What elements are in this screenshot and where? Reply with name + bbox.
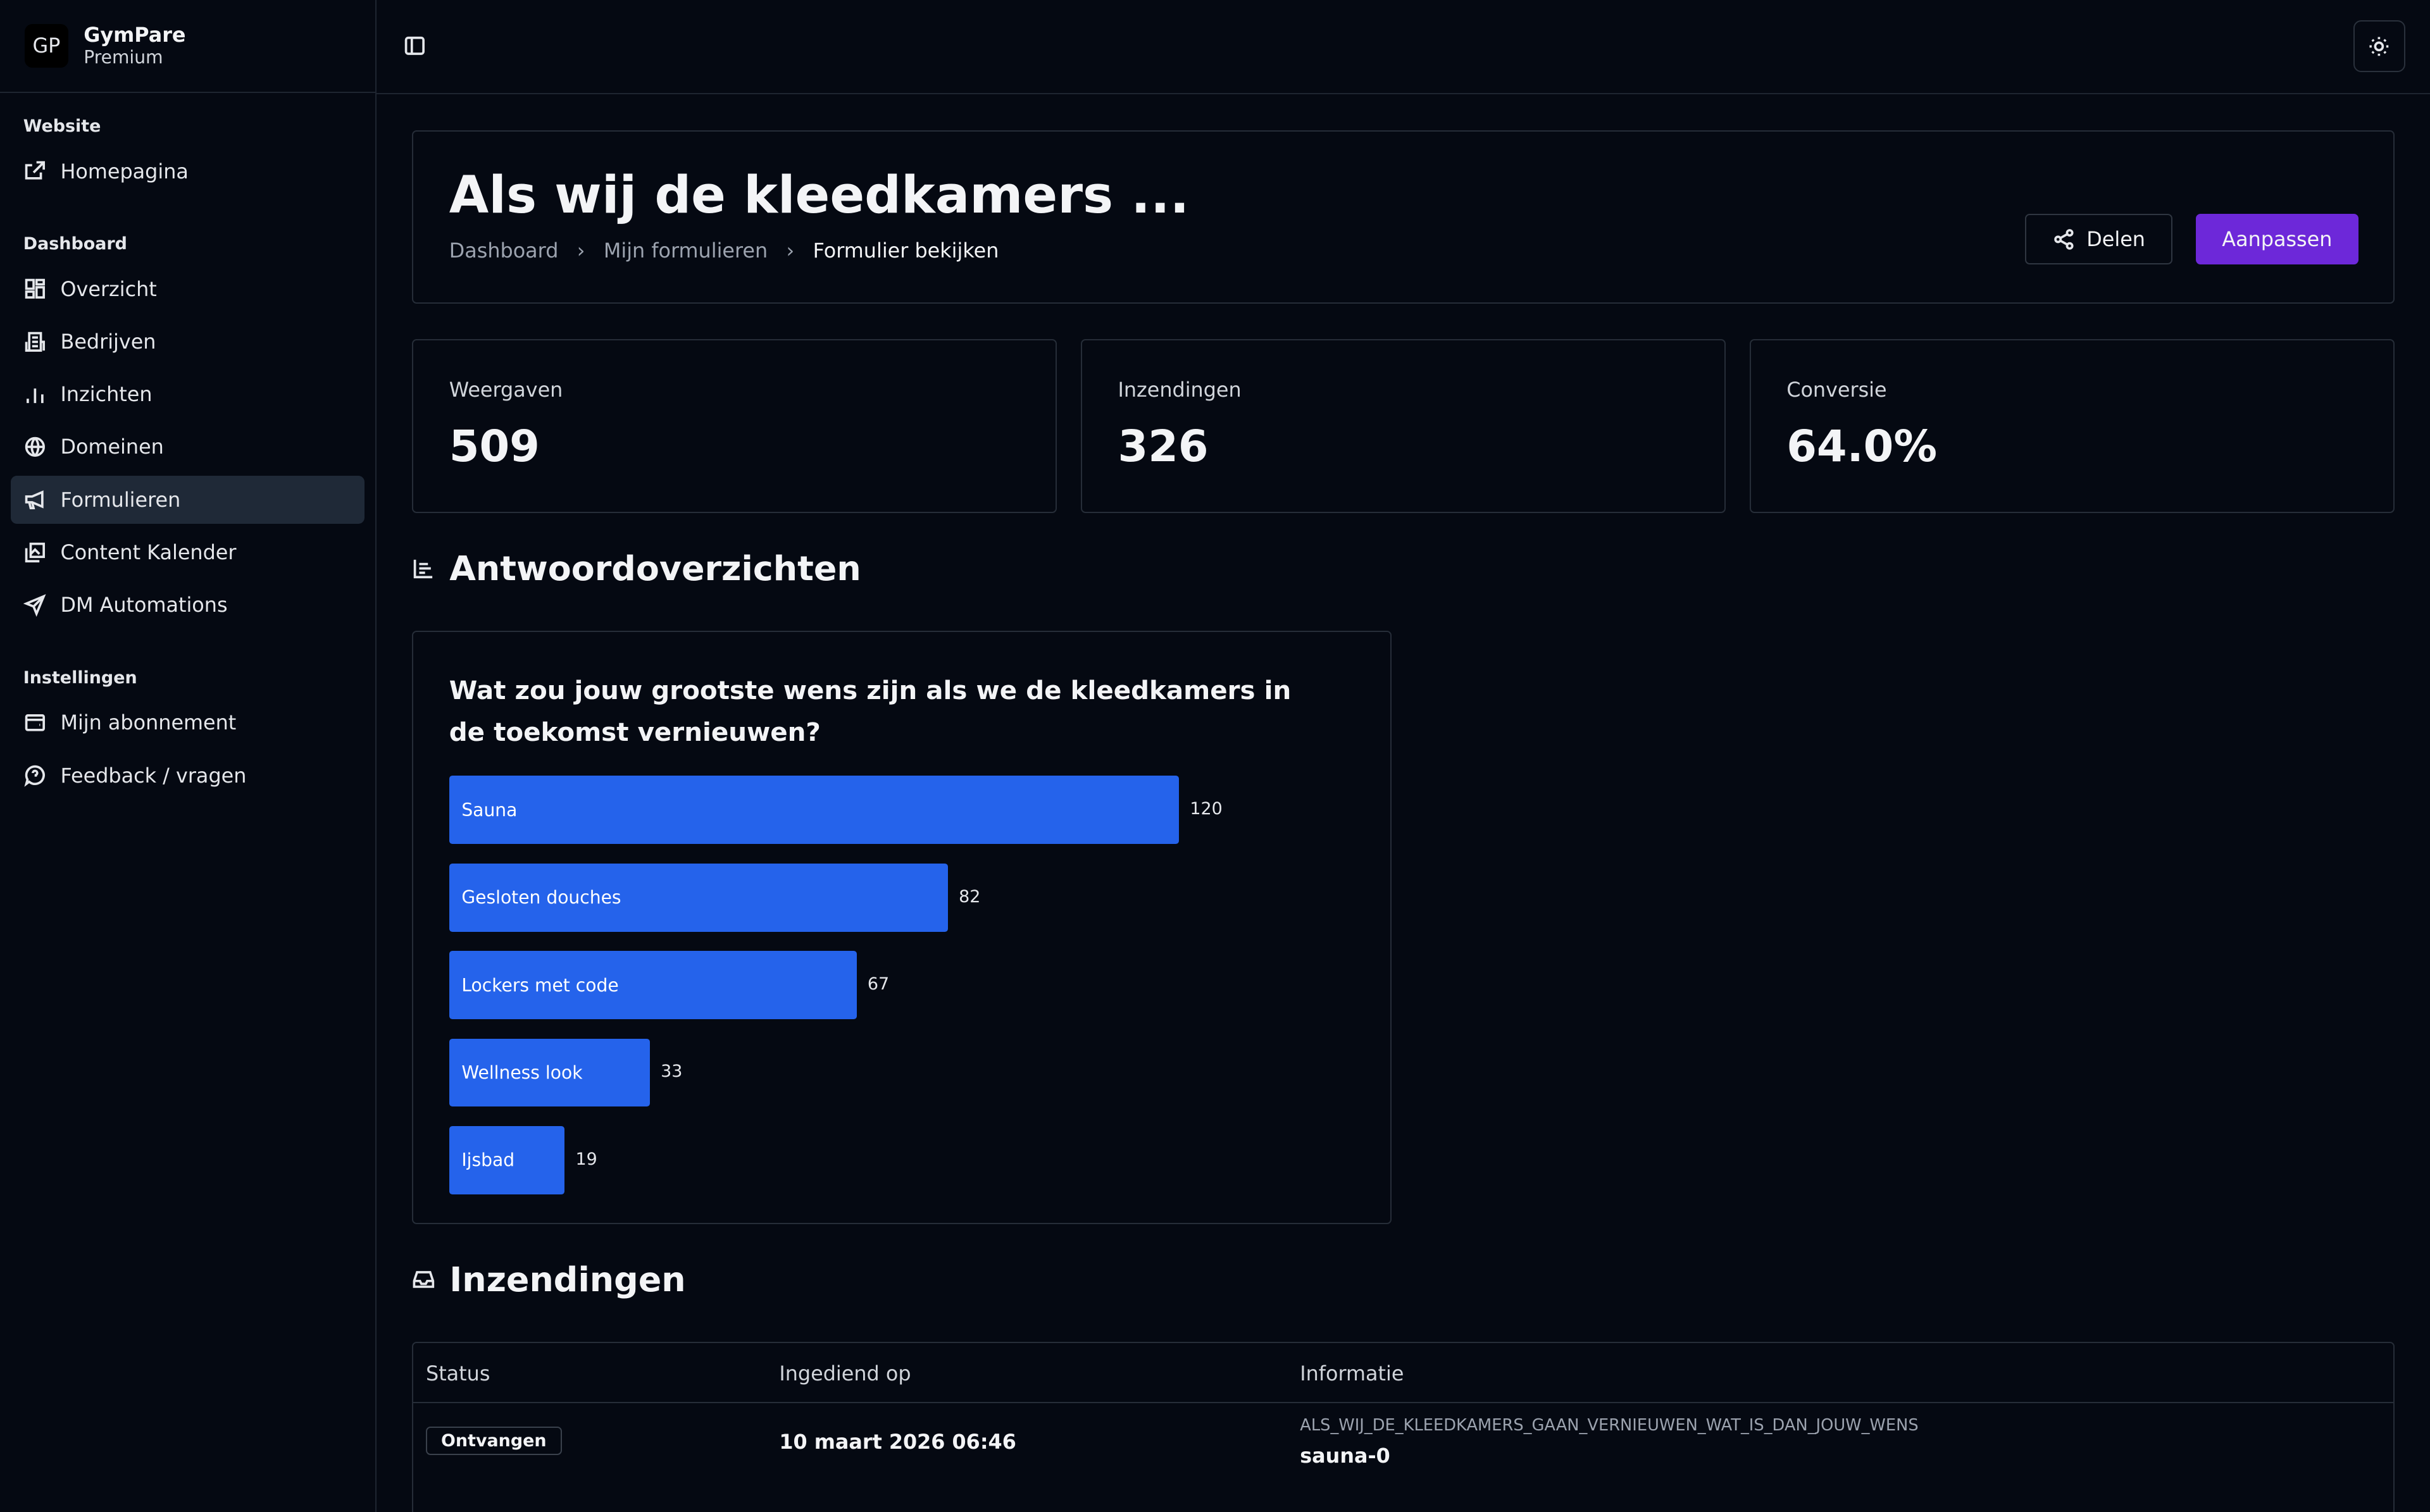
bar-value: 82 — [959, 886, 981, 907]
stat-card-weergaven: Weergaven 509 — [412, 339, 1057, 513]
gallery-icon — [23, 541, 47, 564]
brand-name: GymPare — [84, 22, 186, 47]
edit-button[interactable]: Aanpassen — [2195, 213, 2358, 265]
sidebar-item-label: Mijn abonnement — [60, 710, 237, 735]
sidebar-item-label: Formulieren — [60, 487, 181, 512]
breadcrumb: Dashboard › Mijn formulieren › Formulier b… — [449, 239, 999, 263]
stat-label: Conversie — [1786, 378, 1887, 402]
bar-label: Sauna — [461, 799, 518, 821]
sidebar-section-title: Dashboard — [23, 234, 127, 254]
sidebar-item-content-kalender[interactable]: Content Kalender — [11, 528, 364, 576]
submissions-table: Status Ingediend op Informatie Ontvangen… — [412, 1341, 2395, 1512]
answers-heading: Antwoordoverzichten — [412, 548, 861, 588]
bar-label: Ijsbad — [461, 1149, 515, 1171]
send-icon — [23, 593, 47, 617]
share-icon — [2052, 228, 2076, 251]
bar-4[interactable]: Ijsbad — [449, 1125, 565, 1194]
bar-label: Gesloten douches — [461, 887, 621, 908]
chevron-right-icon: › — [786, 238, 795, 263]
sidebar-item-dm-automations[interactable]: DM Automations — [11, 581, 364, 629]
theme-toggle-button[interactable] — [2353, 20, 2405, 73]
globe-icon — [23, 435, 47, 459]
sidebar: GP GymPare Premium Website Homepagina Dash… — [0, 0, 377, 1512]
sidebar-section-title: Website — [23, 116, 101, 137]
sidebar-item-feedback-vragen[interactable]: Feedback / vragen — [11, 752, 364, 800]
bar-value: 19 — [575, 1149, 597, 1169]
submitted-date: 10 maart 2026 06:46 — [779, 1429, 1016, 1454]
chevron-right-icon: › — [576, 238, 585, 263]
column-header-status[interactable]: Status — [426, 1361, 490, 1386]
sidebar-item-homepagina[interactable]: Homepagina — [11, 147, 364, 195]
share-button[interactable]: Delen — [2025, 213, 2173, 265]
answers-heading-text: Antwoordoverzichten — [449, 548, 861, 588]
help-icon — [23, 764, 47, 787]
bar-chart-icon — [23, 383, 47, 406]
sidebar-item-label: Domeinen — [60, 435, 164, 459]
sidebar-item-mijn-abonnement[interactable]: Mijn abonnement — [11, 698, 364, 747]
bar-value: 33 — [661, 1062, 683, 1082]
stat-label: Inzendingen — [1118, 378, 1242, 402]
submissions-heading-text: Inzendingen — [449, 1260, 686, 1300]
bar-1[interactable]: Gesloten douches — [449, 863, 948, 932]
bar-3[interactable]: Wellness look — [449, 1038, 650, 1107]
sidebar-item-bedrijven[interactable]: Bedrijven — [11, 318, 364, 366]
page-title: Als wij de kleedkamers ... — [449, 165, 1190, 225]
page-header: Als wij de kleedkamers ... Dashboard › Mi… — [412, 130, 2395, 304]
bar-label: Lockers met code — [461, 974, 619, 996]
sidebar-item-label: Content Kalender — [60, 540, 237, 564]
brand-logo: GP — [25, 24, 68, 68]
submissions-heading: Inzendingen — [412, 1260, 686, 1300]
answer-chart-card: Wat zou jouw grootste wens zijn als we d… — [412, 630, 1392, 1224]
building-icon — [23, 330, 47, 354]
topbar — [377, 0, 2430, 94]
bar-value: 67 — [867, 974, 890, 994]
sidebar-item-overzicht[interactable]: Overzicht — [11, 265, 364, 313]
dashboard-icon — [23, 277, 47, 301]
stat-value: 509 — [449, 421, 540, 472]
chart-icon — [412, 557, 435, 580]
sidebar-item-label: Inzichten — [60, 382, 153, 407]
wallet-icon — [23, 711, 47, 734]
sidebar-item-label: Bedrijven — [60, 329, 156, 354]
external-link-icon — [23, 159, 47, 183]
sidebar-item-label: Feedback / vragen — [60, 763, 247, 788]
bar-value: 120 — [1190, 799, 1223, 819]
sidebar-item-inzichten[interactable]: Inzichten — [11, 370, 364, 418]
sidebar-item-formulieren[interactable]: Formulieren — [11, 475, 364, 524]
stat-value: 64.0% — [1786, 421, 1938, 472]
sun-icon — [2367, 35, 2391, 58]
info-value: sauna-0 — [1300, 1444, 1390, 1468]
stat-card-conversie: Conversie 64.0% — [1749, 339, 2395, 513]
bar-2[interactable]: Lockers met code — [449, 951, 857, 1019]
stat-value: 326 — [1118, 421, 1209, 472]
edit-label: Aanpassen — [2222, 226, 2333, 251]
column-header-date[interactable]: Ingediend op — [779, 1361, 911, 1386]
bar-label: Wellness look — [461, 1062, 583, 1083]
breadcrumb-forms[interactable]: Mijn formulieren — [603, 238, 768, 263]
sidebar-item-domeinen[interactable]: Domeinen — [11, 423, 364, 471]
sidebar-item-label: Homepagina — [60, 159, 189, 183]
megaphone-icon — [23, 488, 47, 511]
column-header-info[interactable]: Informatie — [1300, 1361, 1404, 1386]
chart-title: Wat zou jouw grootste wens zijn als we d… — [449, 674, 1292, 747]
brand-plan: Premium — [84, 46, 163, 68]
info-key: ALS_WIJ_DE_KLEEDKAMERS_GAAN_VERNIEUWEN_W… — [1300, 1415, 1919, 1435]
status-badge: Ontvangen — [426, 1427, 562, 1455]
sidebar-item-label: DM Automations — [60, 593, 228, 617]
sidebar-section-title: Instellingen — [23, 668, 137, 688]
breadcrumb-dashboard[interactable]: Dashboard — [449, 238, 559, 263]
inbox-icon — [412, 1268, 435, 1291]
bar-0[interactable]: Sauna — [449, 776, 1180, 845]
stat-label: Weergaven — [449, 378, 563, 402]
share-label: Delen — [2086, 226, 2145, 251]
breadcrumb-current: Formulier bekijken — [813, 238, 999, 263]
brand[interactable]: GP GymPare Premium — [0, 0, 375, 93]
sidebar-item-label: Overzicht — [60, 276, 157, 301]
stat-card-inzendingen: Inzendingen 326 — [1081, 339, 1726, 513]
sidebar-toggle-icon[interactable] — [403, 34, 427, 58]
